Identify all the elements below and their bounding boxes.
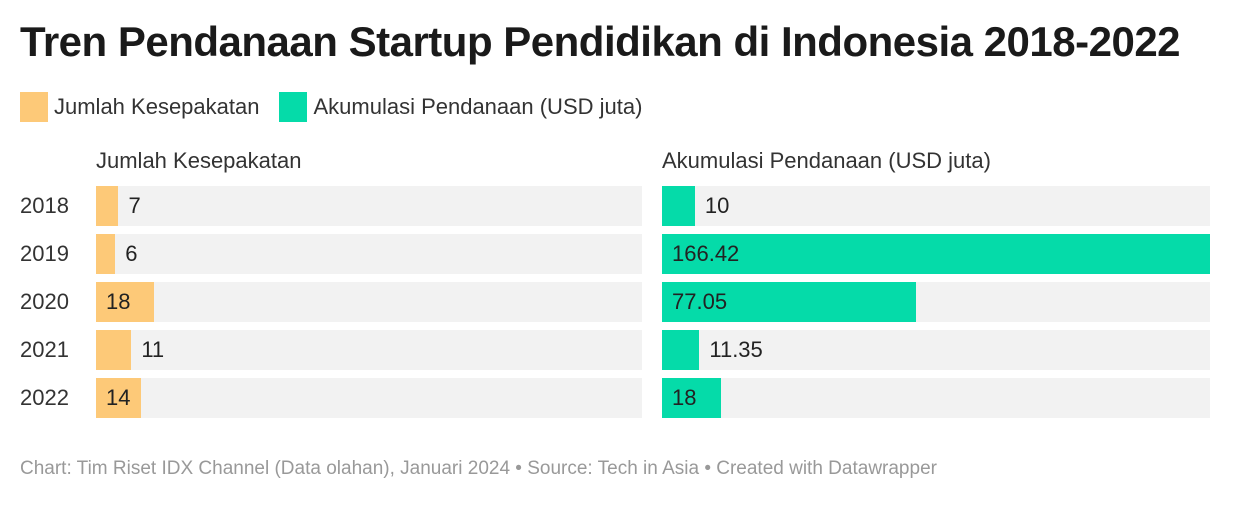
legend-swatch-funding bbox=[279, 92, 308, 122]
bar-track: 11.35 bbox=[662, 330, 1210, 370]
bar-track: 18 bbox=[662, 378, 1210, 418]
legend-label-funding: Akumulasi Pendanaan (USD juta) bbox=[313, 94, 643, 119]
bar-track: 7 bbox=[96, 186, 642, 226]
bar bbox=[662, 378, 722, 418]
bar bbox=[96, 186, 119, 226]
bar-value-label: 77.05 bbox=[672, 289, 728, 314]
bar bbox=[96, 234, 116, 274]
bar-value-label: 6 bbox=[125, 241, 138, 266]
bar bbox=[662, 330, 700, 370]
footer-credits: Chart: Tim Riset IDX Channel (Data olaha… bbox=[20, 458, 937, 479]
chart-title: Tren Pendanaan Startup Pendidikan di Ind… bbox=[20, 18, 1181, 65]
bar-track: 18 bbox=[96, 282, 642, 322]
bar-value-label: 10 bbox=[704, 193, 730, 218]
bar bbox=[96, 282, 154, 322]
panel-title-deals: Jumlah Kesepakatan bbox=[96, 148, 302, 173]
bar bbox=[96, 330, 132, 370]
year-label: 2021 bbox=[20, 337, 69, 362]
bar-value-label: 18 bbox=[672, 385, 697, 410]
bar bbox=[662, 234, 1210, 274]
bar-track: 77.05 bbox=[662, 282, 1210, 322]
year-label: 2020 bbox=[20, 289, 69, 314]
bar-track: 10 bbox=[662, 186, 1210, 226]
bar-track: 14 bbox=[96, 378, 642, 418]
bar-track: 11 bbox=[96, 330, 642, 370]
bar-value-label: 7 bbox=[128, 193, 141, 218]
bar-track: 6 bbox=[96, 234, 642, 274]
legend-swatch-deals bbox=[20, 92, 48, 122]
panel-title-funding: Akumulasi Pendanaan (USD juta) bbox=[662, 148, 991, 173]
bar-value-label: 14 bbox=[106, 385, 131, 410]
legend: Jumlah Kesepakatan Akumulasi Pendanaan (… bbox=[20, 92, 662, 122]
year-label: 2018 bbox=[20, 193, 69, 218]
bar-value-label: 166.42 bbox=[672, 241, 740, 266]
bar bbox=[662, 186, 695, 226]
bar-track: 166.42 bbox=[662, 234, 1210, 274]
legend-label-deals: Jumlah Kesepakatan bbox=[54, 94, 260, 119]
bar bbox=[662, 282, 916, 322]
year-label: 2019 bbox=[20, 241, 69, 266]
year-label: 2022 bbox=[20, 385, 69, 410]
legend-item-deals: Jumlah Kesepakatan bbox=[20, 92, 259, 122]
bar bbox=[96, 378, 141, 418]
legend-item-funding: Akumulasi Pendanaan (USD juta) bbox=[279, 92, 642, 122]
bar-value-label: 18 bbox=[106, 289, 131, 314]
bar-value-label: 11 bbox=[141, 337, 165, 362]
bar-value-label: 11.35 bbox=[709, 337, 763, 362]
